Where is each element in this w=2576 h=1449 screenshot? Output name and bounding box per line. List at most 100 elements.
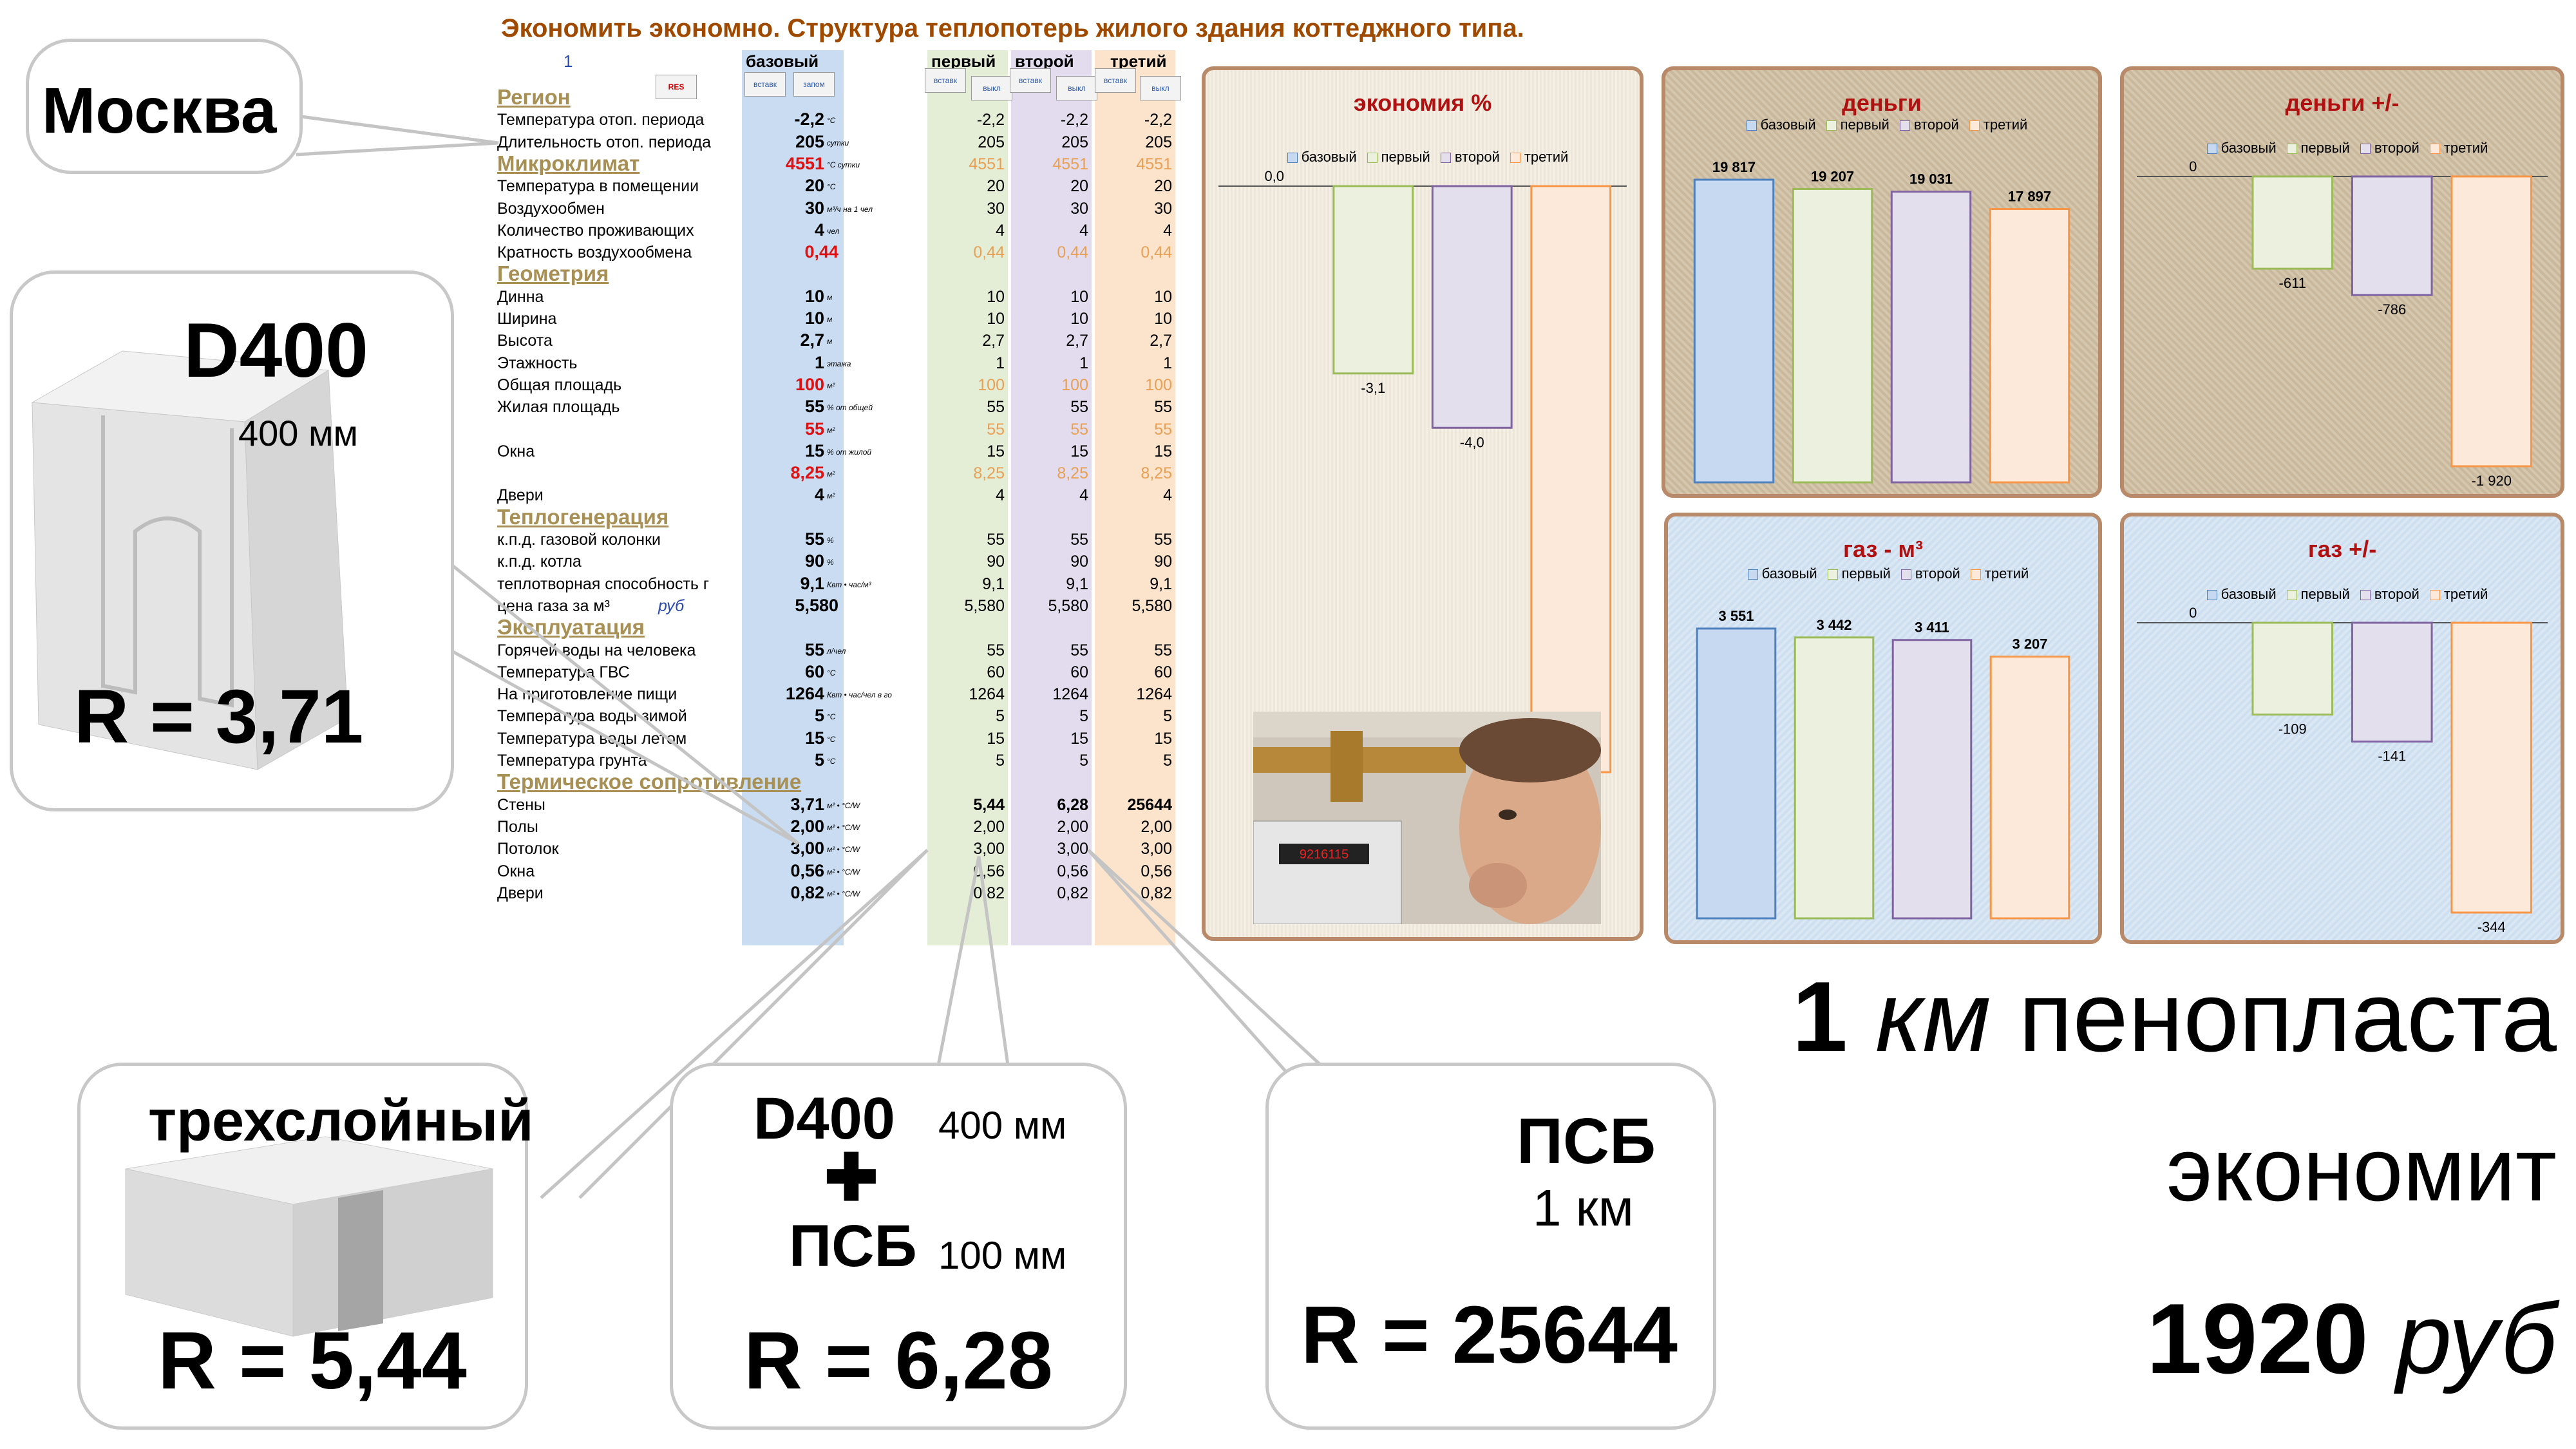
remember-button-base[interactable]: запом (793, 72, 835, 97)
block-name: D400 (184, 307, 368, 393)
cell-base-value: 8,25 (790, 463, 824, 483)
legend-label: второй (2374, 586, 2420, 602)
row-label: Высота (497, 332, 553, 350)
cell-unit: Квт • час/м³ (827, 580, 871, 589)
statement-line-3: 1920 руб (2146, 1282, 2557, 1396)
row-label: цена газа за м³ (497, 596, 610, 615)
cell-value: 0,44 (1141, 243, 1172, 262)
cell-value: 15 (1154, 729, 1172, 748)
cell-unit: °C сутки (827, 160, 860, 169)
cell-value: 5 (996, 752, 1005, 770)
cell-base-value: 4 (814, 220, 824, 240)
cell-base-value: 2,7 (800, 330, 824, 350)
insert-button-base[interactable]: вставк (744, 72, 786, 97)
block-r-value: R = 3,71 (74, 674, 364, 759)
res-button[interactable]: RES (656, 75, 697, 99)
cell-value: 2,7 (982, 332, 1005, 350)
cell-value: 4551 (969, 155, 1005, 173)
cell-value: 2,00 (1141, 817, 1172, 836)
chart-legend: базовый первый второй третий (1206, 149, 1640, 166)
cell-unit: % от общей (827, 403, 873, 413)
sheet-row-number: 1 (564, 52, 573, 71)
bar-p1 (2251, 175, 2334, 270)
cell-unit: % (827, 536, 834, 545)
cell-value: -2,2 (976, 111, 1005, 129)
cell-value: 2,7 (1066, 332, 1088, 350)
cell-base-value: 0,82 (790, 882, 824, 902)
cell-value: 0,82 (1141, 884, 1172, 902)
bar-p2 (1891, 639, 1973, 920)
header-third: третий (1110, 52, 1167, 71)
data-label: 0 (2189, 605, 2197, 621)
bar-p3 (1530, 185, 1612, 773)
cell-value: 55 (1154, 531, 1172, 549)
chart-legend: базовый первый второй третий (1665, 117, 2098, 133)
cell-unit: м (827, 315, 833, 324)
data-label: 3 207 (2012, 636, 2047, 652)
legend-label: третий (2443, 140, 2488, 156)
cell-value: 5,580 (1048, 596, 1088, 615)
cell-base-value: 3,00 (790, 838, 824, 858)
chart-title: деньги +/- (2285, 90, 2400, 116)
insert-button-third[interactable]: вставк (1095, 68, 1136, 93)
row-label: Температура грунта (497, 752, 647, 770)
cell-value: 3,00 (1141, 840, 1172, 858)
row-label: На приготовление пищи (497, 685, 677, 704)
legend-label: первый (1840, 117, 1889, 133)
statement-material: пенопласта (2018, 961, 2557, 1072)
cell-unit: м² • °C/W (827, 800, 860, 810)
exit-button-second[interactable]: выкл (1056, 76, 1097, 100)
legend-swatch (1899, 120, 1910, 131)
cell-value: 30 (1070, 199, 1088, 218)
row-label: теплотворная способность г (497, 574, 709, 593)
cell-value: 5 (996, 707, 1005, 726)
row-label: Двери (497, 486, 544, 505)
chart-legend: базовый первый второй третий (1668, 565, 2098, 582)
combo-psb-size: 100 мм (938, 1234, 1067, 1277)
cell-unit: м² (827, 425, 835, 435)
meter-reading: 9216115 (1300, 848, 1349, 862)
cell-value: 2,7 (1150, 332, 1172, 350)
chart-panel-gas: газ - м³ базовый первый второй третий 3 551… (1664, 513, 2102, 944)
cell-value: 5 (1079, 707, 1088, 726)
cell-value: 1264 (969, 685, 1005, 704)
combo-size: 400 мм (938, 1104, 1067, 1147)
data-label: -344 (2477, 919, 2506, 935)
legend-label: базовый (1761, 565, 1817, 582)
statement-line-2: экономит (2166, 1119, 2557, 1220)
row-label: Ширина (497, 310, 557, 328)
chart-money-svg: 19 817 19 207 19 031 17 897 (1693, 159, 2070, 484)
cell-unit: Квт • час/чел в го (827, 690, 892, 700)
row-label: Потолок (497, 840, 559, 858)
legend-label: третий (1984, 565, 2029, 582)
cell-value: 5 (1079, 752, 1088, 770)
cell-value: 90 (1154, 553, 1172, 571)
legend-label: первый (1381, 149, 1430, 165)
exit-button-first[interactable]: выкл (971, 76, 1012, 100)
cell-value: 90 (987, 553, 1005, 571)
bar-p1 (1332, 185, 1414, 375)
bar-p1 (1792, 187, 1873, 484)
legend-label: второй (1915, 565, 1960, 582)
cell-value: 3,00 (1057, 840, 1088, 858)
cell-value: 9,1 (982, 574, 1005, 593)
insert-button-first[interactable]: вставк (925, 68, 966, 93)
exit-button-third[interactable]: выкл (1140, 76, 1181, 100)
chart-legend: базовый первый второй третий (2124, 586, 2561, 603)
cell-value: 8,25 (1141, 464, 1172, 483)
cell-unit: % от жилой (827, 447, 872, 457)
legend-label: первый (1841, 565, 1891, 582)
section-label: Регион (497, 85, 571, 109)
cell-value: 100 (978, 375, 1005, 394)
bar-p1 (2251, 621, 2334, 716)
row-label: Температура в помещении (497, 177, 699, 196)
cell-base-value: 100 (795, 374, 824, 394)
bar-base (1693, 178, 1775, 484)
cell-value: 0,44 (973, 243, 1005, 262)
data-label: -611 (2279, 275, 2306, 291)
cell-value: 4551 (1052, 155, 1088, 173)
statement-unit: км (1875, 961, 1991, 1072)
cell-value: 0,82 (973, 884, 1005, 902)
insert-button-second[interactable]: вставк (1010, 68, 1051, 93)
bar-p3 (1989, 208, 2070, 484)
